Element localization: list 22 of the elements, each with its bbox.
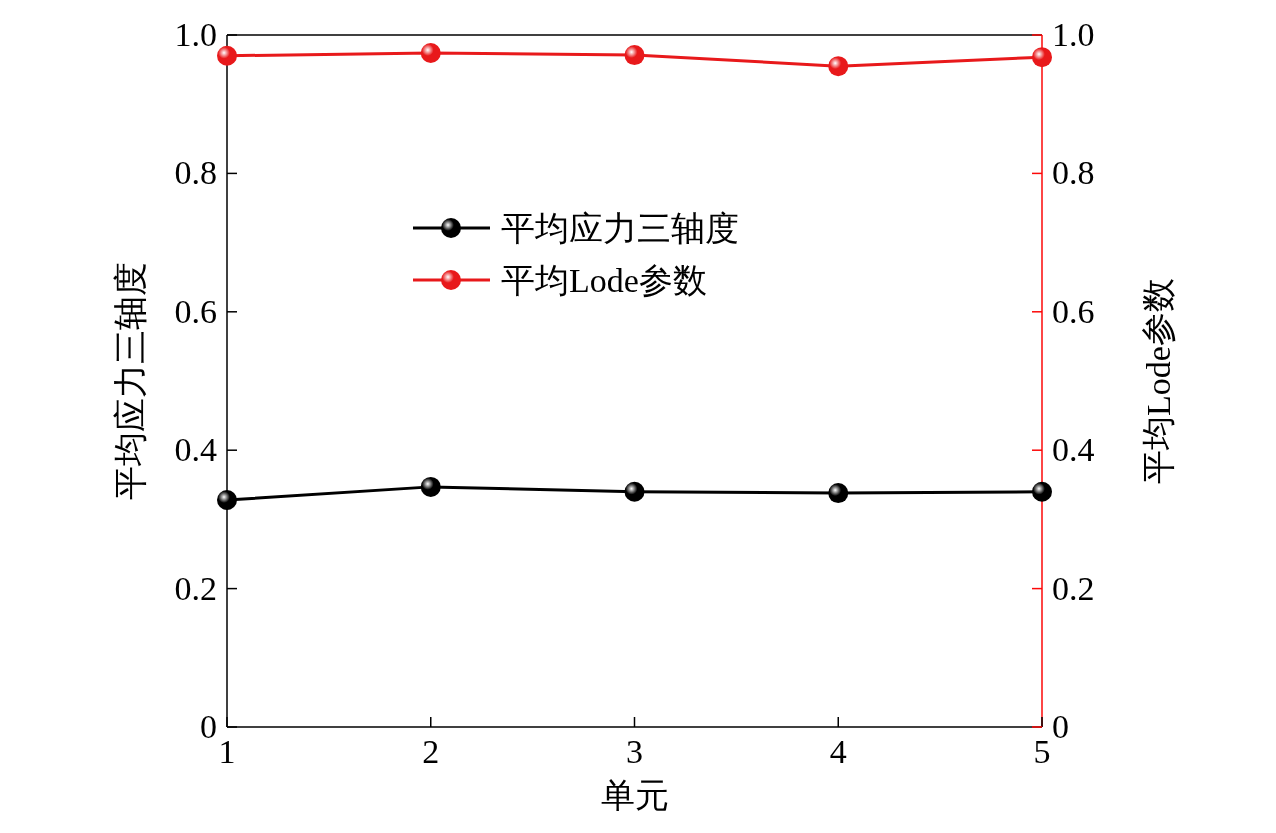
y-tick-label: 1.0: [174, 16, 217, 53]
y-tick-label: 0.8: [174, 154, 217, 192]
y2-tick-label: 1.0: [1052, 16, 1095, 53]
y2-tick-label: 0.8: [1052, 154, 1095, 192]
legend-label: 平均Lode参数: [501, 262, 707, 299]
y-tick-label: 0.4: [174, 431, 217, 469]
y-tick-label: 0: [200, 708, 217, 745]
x-tick-label: 3: [626, 733, 643, 770]
x-tick-label: 1: [218, 733, 236, 770]
y-tick-label: 0.2: [174, 569, 217, 607]
y-tick-label: 0.6: [174, 292, 217, 330]
y2-tick-label: 0.2: [1052, 569, 1095, 607]
x-tick-label: 4: [829, 733, 847, 770]
y2-tick-label: 0: [1052, 708, 1069, 745]
x-tick-label: 5: [1033, 733, 1051, 770]
y2-axis-title: 平均Lode参数: [1140, 278, 1177, 484]
x-axis-title: 单元: [600, 777, 669, 814]
x-tick-label: 2: [422, 733, 440, 770]
y2-tick-label: 0.4: [1052, 431, 1095, 469]
y-axis-title: 平均应力三轴度: [112, 262, 149, 500]
legend-label: 平均应力三轴度: [501, 210, 739, 247]
y2-tick-label: 0.6: [1052, 292, 1095, 330]
